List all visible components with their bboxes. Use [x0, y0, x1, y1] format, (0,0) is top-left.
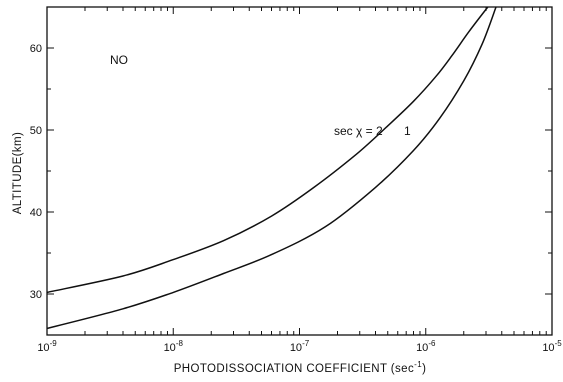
x-tick-label-exp: -7	[302, 339, 310, 348]
y-tick-labels: 30 40 50 60	[30, 43, 42, 301]
x-tick-label-exp: -5	[555, 339, 563, 348]
x-tick-label: 10-6	[416, 339, 436, 354]
x-tick-label-base: 10	[164, 342, 176, 354]
x-tick-label-base: 10	[542, 342, 554, 354]
y-tick-label: 60	[30, 43, 42, 55]
series-line-2	[46, 6, 497, 330]
y-tick-label: 30	[30, 289, 42, 301]
x-tick-label: 10-7	[290, 339, 310, 354]
x-axis-title-suffix: )	[422, 363, 426, 375]
x-tick-label-exp: -9	[50, 339, 58, 348]
x-tick-label-base: 10	[37, 342, 49, 354]
sec-chi-label: sec χ = 2	[334, 124, 383, 138]
sec-chi-second-value: 1	[404, 124, 411, 138]
x-axis-title-exp: -1	[414, 360, 422, 369]
x-tick-label-base: 10	[416, 342, 428, 354]
y-tick-label: 50	[30, 125, 42, 137]
x-tick-label-exp: -6	[428, 339, 436, 348]
x-tick-label: 10-5	[542, 339, 562, 354]
x-tick-label: 10-8	[164, 339, 184, 354]
series-line-1	[46, 6, 489, 294]
series-curves	[46, 6, 497, 330]
y-tick-label: 40	[30, 207, 42, 219]
x-axis-title: PHOTODISSOCIATION COEFFICIENT (sec-1)	[174, 360, 427, 375]
x-tick-label-base: 10	[290, 342, 302, 354]
x-tick-labels: 10-9 10-8 10-7 10-6 10-5	[37, 339, 562, 354]
x-tick-label-exp: -8	[176, 339, 184, 348]
x-axis-title-main: PHOTODISSOCIATION COEFFICIENT (sec	[174, 363, 414, 375]
x-tick-label: 10-9	[37, 339, 57, 354]
y-axis-title: ALTITUDE(km)	[12, 132, 24, 215]
species-label: NO	[110, 53, 128, 67]
tick-marks	[46, 6, 553, 336]
